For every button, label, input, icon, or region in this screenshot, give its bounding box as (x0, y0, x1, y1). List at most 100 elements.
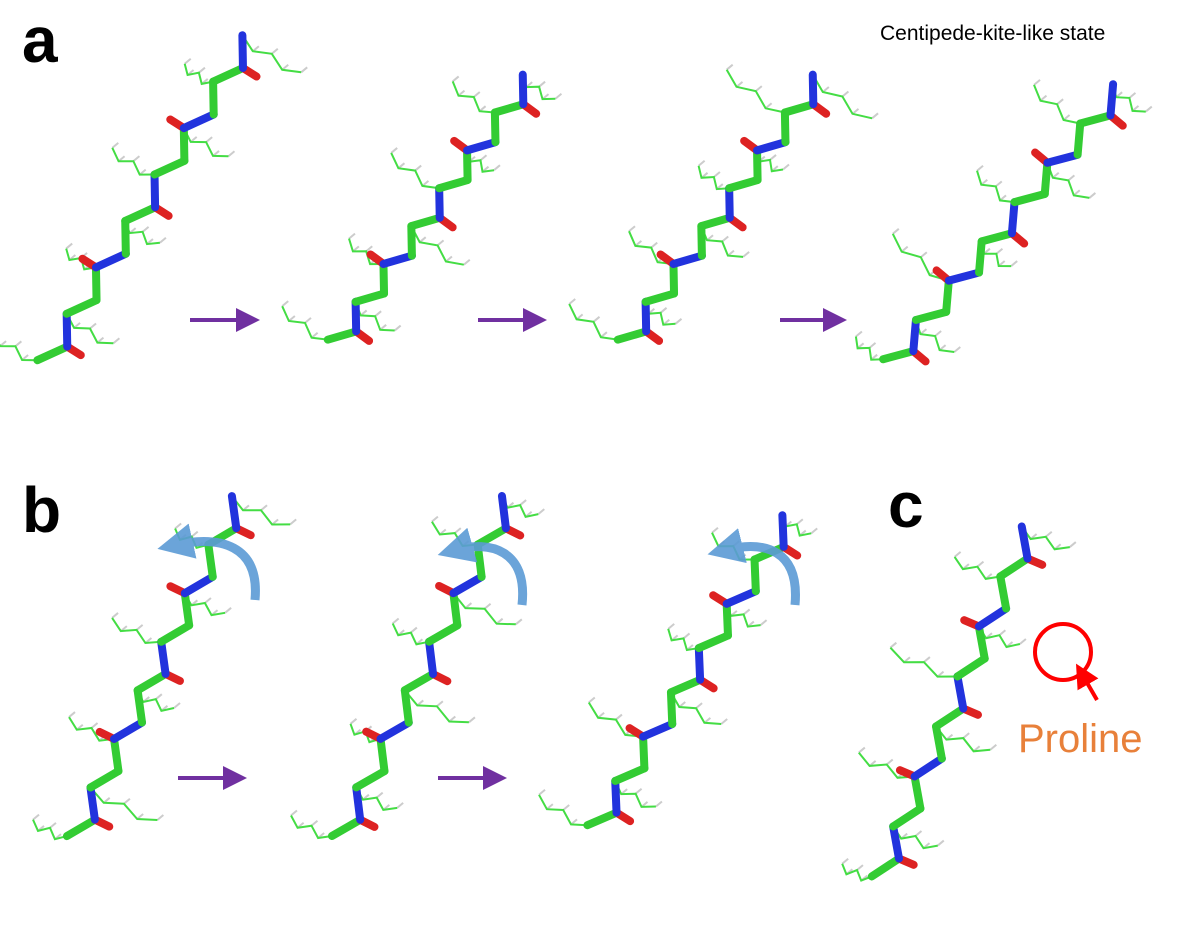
side-chain (1113, 84, 1146, 111)
backbone (429, 642, 433, 674)
hydrogen (438, 240, 444, 245)
backbone (429, 625, 457, 641)
backbone (646, 294, 674, 302)
molecule (842, 526, 1076, 880)
backbone (646, 302, 647, 332)
backbone (982, 233, 1012, 241)
proline-arrow (1082, 674, 1097, 700)
side-chain (67, 314, 114, 343)
side-chain (936, 726, 990, 751)
backbone (411, 218, 439, 226)
hydrogen (415, 166, 421, 171)
hydrogen (743, 252, 749, 257)
backbone (208, 545, 212, 577)
hydrogen (199, 68, 205, 73)
hydrogen (859, 748, 865, 753)
backbone (915, 776, 921, 808)
hydrogen (1068, 175, 1074, 180)
hydrogen (990, 745, 996, 750)
hydrogen (311, 821, 317, 826)
hydrogen (494, 165, 500, 170)
backbone (356, 771, 384, 787)
backbone (615, 768, 644, 781)
backbone (523, 75, 524, 105)
side-chain (668, 629, 699, 650)
molecule (569, 65, 878, 341)
hydrogen (756, 86, 762, 91)
side-chain (125, 221, 160, 244)
backbone (957, 676, 963, 708)
backbone (114, 739, 118, 771)
backbone (502, 496, 506, 528)
hydrogen (66, 244, 72, 249)
backbone (727, 591, 756, 604)
backbone (979, 626, 985, 658)
backbone (1110, 84, 1113, 115)
hydrogen (999, 630, 1005, 635)
hydrogen (375, 311, 381, 316)
backbone (405, 674, 433, 690)
side-chain (727, 70, 785, 113)
backbone (979, 241, 982, 272)
backbone (155, 174, 156, 207)
side-chain (185, 64, 213, 84)
hydrogen (721, 719, 727, 724)
proline-circle (1035, 624, 1091, 680)
side-chain (890, 648, 957, 677)
hydrogen (1129, 93, 1135, 98)
backbone (453, 577, 481, 593)
hydrogen (744, 609, 750, 614)
side-chain (977, 171, 1015, 202)
backbone (701, 226, 702, 256)
backbone (184, 128, 185, 161)
backbone (138, 674, 166, 690)
hydrogen (290, 519, 296, 524)
hydrogen (133, 156, 139, 161)
side-chain (569, 304, 618, 340)
backbone (872, 859, 899, 877)
hydrogen (157, 815, 163, 820)
hydrogen (770, 155, 776, 160)
backbone (936, 709, 963, 727)
hydrogen (69, 712, 75, 717)
molecule (33, 496, 296, 839)
hydrogen (205, 598, 211, 603)
side-chain (112, 618, 161, 643)
backbone (1047, 155, 1077, 163)
backbone (782, 515, 783, 547)
hydrogen (50, 823, 56, 828)
backbone (439, 180, 467, 188)
hydrogen (305, 318, 311, 323)
backbone (332, 820, 360, 836)
side-chain (1047, 163, 1089, 198)
backbone (916, 312, 946, 320)
hydrogen (555, 94, 561, 99)
hydrogen (1057, 99, 1063, 104)
backbone (673, 256, 701, 264)
hydrogen (469, 717, 475, 722)
hydrogen (954, 347, 960, 352)
backbone (213, 82, 214, 115)
hydrogen (761, 620, 767, 625)
hydrogen (391, 148, 397, 153)
backbone (729, 180, 757, 188)
hydrogen (811, 528, 817, 533)
side-chain (356, 302, 395, 331)
backbone (67, 820, 95, 836)
hydrogen (301, 67, 307, 72)
hydrogen (539, 790, 545, 795)
hydrogen (675, 319, 681, 324)
rotation-arrows (175, 542, 795, 605)
side-chain (646, 302, 676, 325)
hydrogen (185, 59, 191, 64)
hydrogen (1011, 261, 1017, 266)
side-chain (955, 557, 1001, 579)
backbone (1080, 115, 1110, 123)
backbone (1045, 163, 1048, 194)
caption: Centipede-kite-like state (880, 22, 1105, 45)
side-chain (184, 128, 229, 156)
hydrogen (870, 343, 876, 348)
panel-label: a (22, 4, 58, 76)
hydrogen (261, 505, 267, 510)
hydrogen (696, 703, 702, 708)
